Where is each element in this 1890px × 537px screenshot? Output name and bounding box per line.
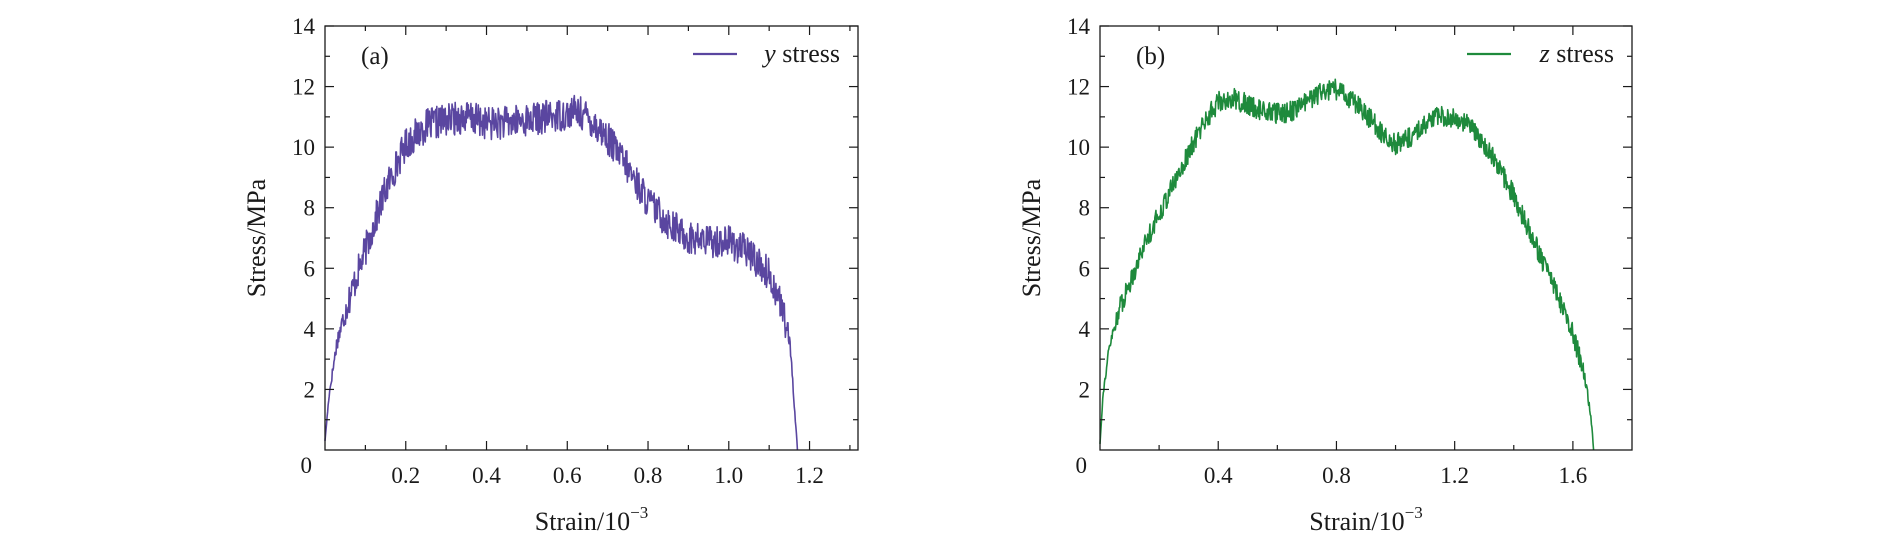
x-axis-title-base: Strain/10 bbox=[535, 507, 630, 536]
y-tick-label: 8 bbox=[304, 196, 316, 221]
panel-label: (a) bbox=[361, 43, 389, 70]
legend-series-text: stress bbox=[776, 39, 840, 68]
y-tick-label: 2 bbox=[304, 377, 316, 402]
x-tick-label: 1.6 bbox=[1559, 463, 1588, 488]
legend-label: z stress bbox=[1539, 39, 1614, 68]
x-tick-label: 0.6 bbox=[553, 463, 582, 488]
origin-label: 0 bbox=[301, 453, 313, 478]
legend-series-text: stress bbox=[1550, 39, 1614, 68]
y-axis-title: Stress/MPa bbox=[1017, 178, 1046, 297]
x-axis-title: Strain/10−3 bbox=[1309, 503, 1422, 536]
y-axis-title: Stress/MPa bbox=[242, 178, 271, 297]
x-axis-title-exponent: −3 bbox=[630, 503, 648, 522]
y-tick-label: 10 bbox=[1067, 135, 1090, 160]
legend-series-symbol: y bbox=[761, 39, 776, 68]
x-axis-title: Strain/10−3 bbox=[535, 503, 648, 536]
x-axis-title-exponent: −3 bbox=[1405, 503, 1423, 522]
y-tick-label: 14 bbox=[292, 14, 316, 39]
y-tick-label: 14 bbox=[1067, 14, 1091, 39]
x-tick-label: 0.4 bbox=[472, 463, 501, 488]
y-tick-label: 4 bbox=[1079, 317, 1091, 342]
series-line bbox=[1099, 78, 1595, 451]
y-tick-label: 10 bbox=[292, 135, 315, 160]
legend-series-symbol: z bbox=[1539, 39, 1550, 68]
x-tick-label: 0.8 bbox=[1322, 463, 1351, 488]
y-tick-label: 12 bbox=[292, 75, 315, 100]
x-tick-label: 0.2 bbox=[391, 463, 420, 488]
x-axis-title-base: Strain/10 bbox=[1309, 507, 1404, 536]
plot-frame bbox=[1099, 25, 1633, 451]
y-tick-label: 12 bbox=[1067, 75, 1090, 100]
y-tick-label: 6 bbox=[1079, 256, 1091, 281]
chart-panel-a: 0.2 0.4 0.6 0.8 1.0 1.2 2 4 6 8 10 12 14 0 (a) y stress… bbox=[242, 14, 859, 536]
series-line bbox=[324, 94, 799, 451]
panel-label: (b) bbox=[1136, 43, 1165, 70]
x-tick-label: 0.8 bbox=[634, 463, 663, 488]
origin-label: 0 bbox=[1076, 453, 1088, 478]
y-tick-label: 6 bbox=[304, 256, 316, 281]
y-tick-label: 8 bbox=[1079, 196, 1091, 221]
plot-frame bbox=[324, 25, 859, 451]
chart-panel-b: 0.4 0.8 1.2 1.6 2 4 6 8 10 12 14 0 (b) z stress Strain… bbox=[1017, 14, 1633, 536]
x-tick-label: 1.0 bbox=[714, 463, 743, 488]
x-tick-label: 1.2 bbox=[1440, 463, 1469, 488]
legend-label: y stress bbox=[761, 39, 840, 68]
y-tick-label: 4 bbox=[304, 317, 316, 342]
x-tick-label: 0.4 bbox=[1204, 463, 1233, 488]
x-tick-label: 1.2 bbox=[795, 463, 824, 488]
y-tick-label: 2 bbox=[1079, 377, 1091, 402]
